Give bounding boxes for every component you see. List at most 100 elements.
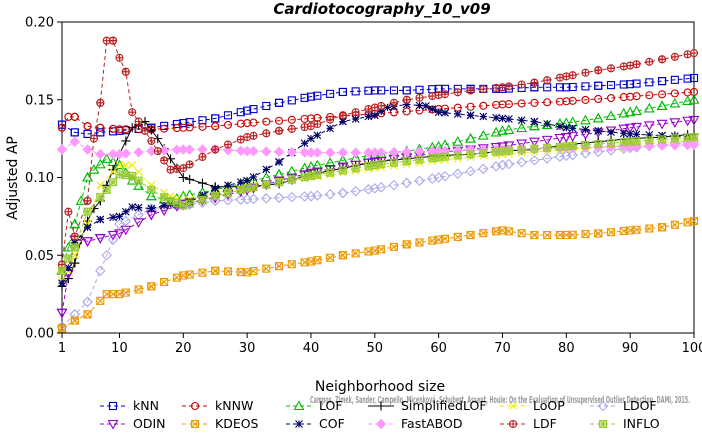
data-point [350,147,361,158]
data-point [658,90,667,99]
data-point-mark [198,153,206,161]
series-line-knnw [61,91,695,130]
data-point [95,265,106,277]
data-point-mark [607,228,615,237]
data-point [689,216,699,226]
data-point [619,80,628,89]
data-point [631,105,642,115]
data-point-mark [543,231,552,239]
y-tick-label: 0.00 [25,327,54,342]
data-point-mark [479,149,488,157]
data-point [249,105,258,114]
data-point [69,218,81,229]
data-point [178,173,188,182]
data-point [82,296,93,308]
data-point-mark [236,186,245,194]
legend-label: LDF [533,416,557,431]
data-point [530,117,539,126]
data-point [108,401,118,411]
legend-label: LoOP [533,398,565,413]
data-point [562,123,571,132]
data-point [58,279,66,288]
data-point [114,159,125,170]
data-point-mark [262,180,271,189]
data-point-mark [599,420,607,428]
data-point [688,115,700,126]
data-point [101,249,112,261]
legend-item-lof: LOF [286,398,343,413]
data-point [160,201,169,210]
data-point-mark [237,136,245,144]
data-point-mark [569,71,577,79]
data-point-mark [224,141,232,149]
data-point [656,119,668,130]
data-point [287,260,296,269]
series-layer [56,36,700,333]
data-point [338,251,347,260]
data-point-mark [402,240,411,249]
data-point-mark [307,257,315,266]
data-point-mark [364,162,373,171]
data-point [146,203,157,214]
data-point-mark [492,147,500,156]
data-point [179,123,188,132]
data-point-mark [453,151,462,160]
data-point [376,401,386,411]
data-point [305,147,317,158]
data-point [606,93,616,103]
data-point [632,79,641,88]
data-point [223,120,233,129]
x-tick-label: 40 [303,341,320,356]
data-point [568,82,577,92]
data-point-mark [339,111,347,119]
data-point [262,264,271,273]
data-point-mark [313,170,322,179]
data-point [190,419,200,429]
data-point [597,400,609,412]
data-point-mark [96,296,105,305]
plot-frame [61,21,695,334]
data-point-mark [109,290,117,299]
data-point [56,308,68,319]
data-point-mark [626,226,635,235]
data-point-mark [58,266,66,275]
data-point-mark [645,224,654,233]
data-point [580,148,591,159]
data-point-mark [562,231,571,239]
data-point [94,158,106,169]
data-point-mark [619,138,628,147]
data-point-mark [607,139,615,148]
data-point-mark [121,288,130,297]
data-point-mark [504,146,513,155]
data-point-mark [530,144,539,153]
data-point [624,123,636,134]
data-point [375,418,387,430]
data-point [466,111,475,120]
data-point-mark [441,152,449,161]
data-point [503,124,515,134]
data-point-mark [498,83,506,91]
data-point [179,119,188,128]
data-point [592,146,604,158]
data-point-mark [620,62,628,70]
data-point [133,218,145,228]
data-point [313,91,322,100]
data-point [96,296,105,305]
data-point-mark [90,135,98,143]
data-point [261,193,272,204]
data-point-mark [198,268,207,277]
data-point [185,123,194,132]
data-point-mark [154,147,162,155]
data-point-mark [556,231,564,239]
data-point [107,234,119,245]
data-point-mark [594,66,602,74]
data-point [517,229,526,238]
data-point-mark [530,79,538,87]
data-point-mark [568,142,577,150]
data-point [670,220,679,229]
data-point [669,140,681,151]
data-point [498,226,507,235]
legend-label: KDEOS [215,416,259,431]
legend-item-odin: ODIN [100,416,166,431]
data-point-mark [147,186,156,194]
